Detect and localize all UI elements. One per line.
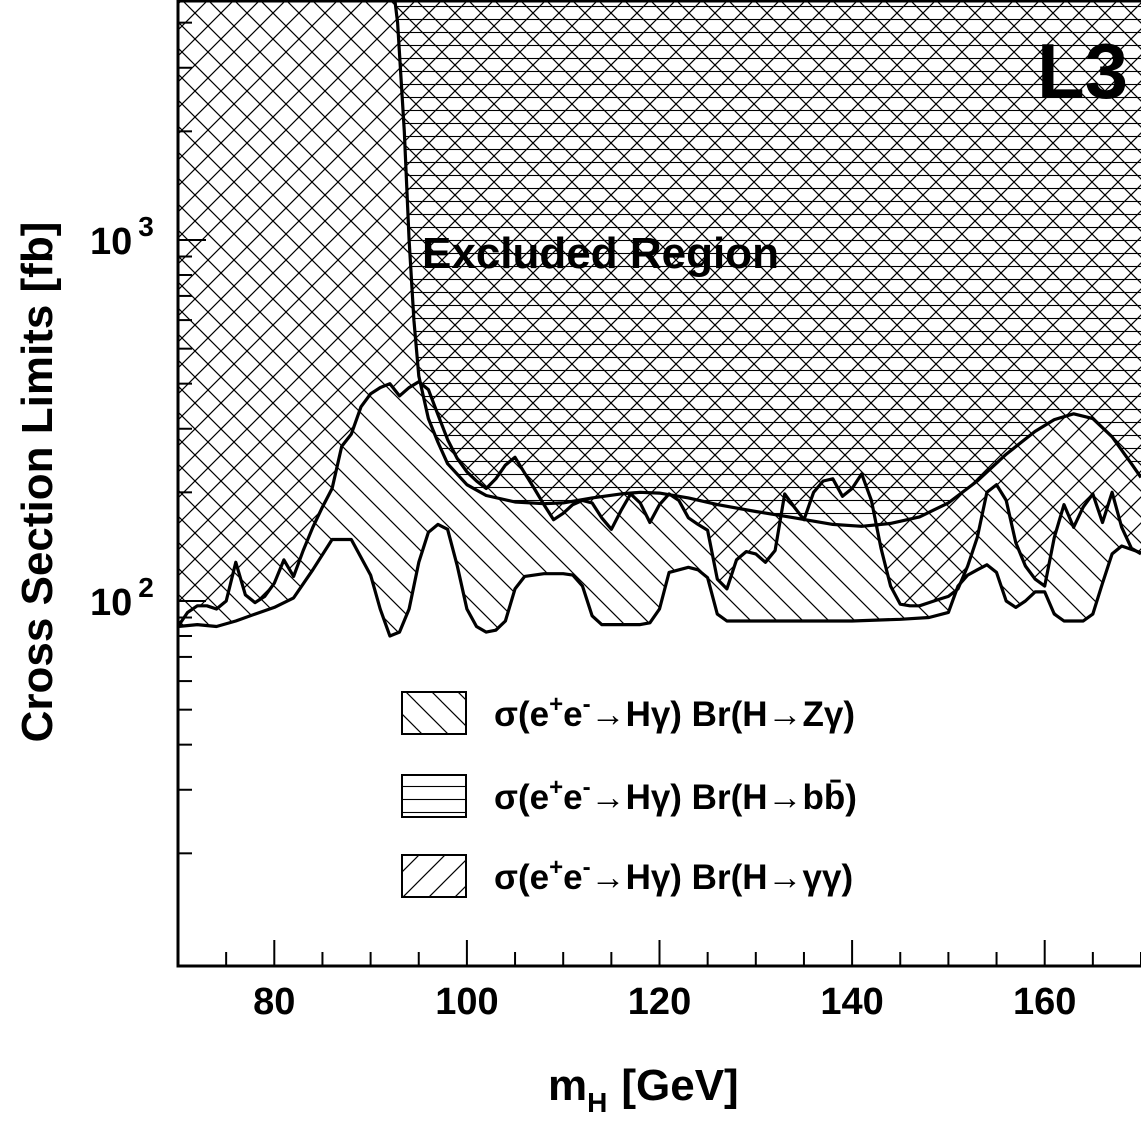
legend-label-gammagamma: σ(e+e-→Hγ) Br(H→γγ) <box>494 854 853 897</box>
y-tick-label: 10 2 <box>90 572 154 624</box>
x-axis-subscript: H <box>587 1087 607 1118</box>
limit-curve-zgamma <box>178 522 1141 638</box>
legend-entry-bb: σ(e+e-→Hγ) Br(H→bb̄) <box>401 774 857 818</box>
legend-swatch-zgamma <box>401 691 467 735</box>
y-axis-title: Cross Section Limits [fb] <box>13 222 62 743</box>
limit-curves <box>178 0 1141 638</box>
y-tick-label: 10 3 <box>90 211 154 263</box>
x-tick-label: 100 <box>435 981 498 1023</box>
x-axis-unit: [GeV] <box>621 1061 738 1110</box>
x-tick-label: 120 <box>628 981 691 1023</box>
excluded-region-fills <box>178 0 1141 636</box>
x-tick-label: 140 <box>820 981 883 1023</box>
limit-curve-gammagamma <box>178 380 1141 628</box>
x-tick-label: 160 <box>1013 981 1076 1023</box>
legend-swatch-gammagamma <box>401 854 467 898</box>
legend-label-zgamma: σ(e+e-→Hγ) Br(H→Zγ) <box>494 691 855 734</box>
legend-entry-gammagamma: σ(e+e-→Hγ) Br(H→γγ) <box>401 854 853 898</box>
plot-frame <box>176 0 1141 968</box>
legend-swatch-bb <box>401 774 467 818</box>
legend-entry-zgamma: σ(e+e-→Hγ) Br(H→Zγ) <box>401 691 855 735</box>
x-axis-title: mH [GeV] <box>548 1061 739 1118</box>
excluded-region-label: Excluded Region <box>422 229 779 278</box>
legend: σ(e+e-→Hγ) Br(H→Zγ) σ(e+e-→Hγ) Br(H→bb̄)… <box>401 691 857 898</box>
experiment-logo: L3 <box>1037 27 1128 115</box>
legend-label-bb: σ(e+e-→Hγ) Br(H→bb̄) <box>494 774 857 817</box>
excluded-fill-gammagamma <box>178 0 1141 627</box>
x-axis-symbol: m <box>548 1061 587 1110</box>
x-tick-label: 80 <box>253 981 295 1023</box>
